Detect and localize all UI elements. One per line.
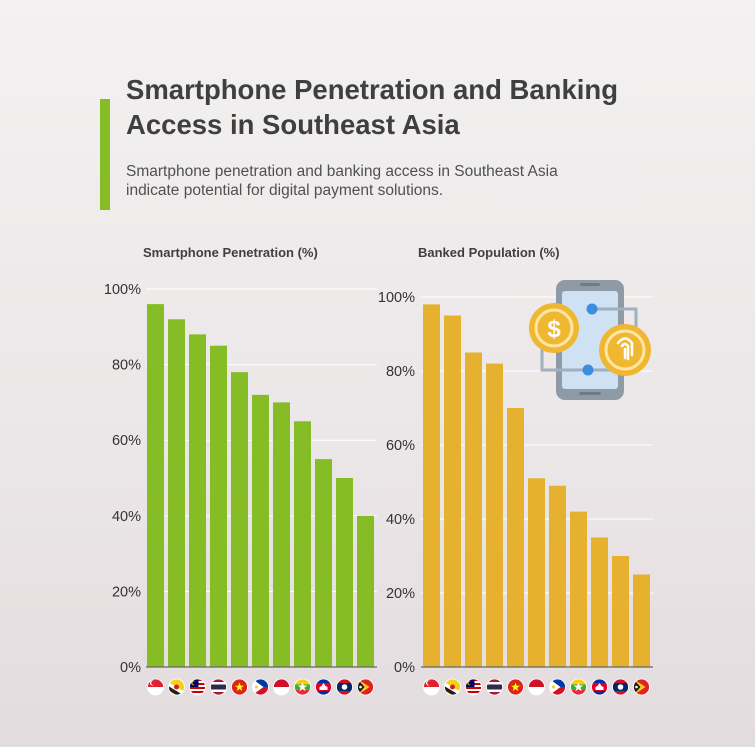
malaysia-flag-icon [465, 678, 482, 696]
vietnam-flag-icon [507, 678, 524, 696]
banked-bars [423, 304, 650, 667]
banked-chart-title: Banked Population (%) [418, 245, 560, 260]
page-title: Smartphone Penetration and Banking Acces… [126, 74, 619, 140]
timor-leste-flag-icon [357, 678, 374, 696]
smartphone-chart-title: Smartphone Penetration (%) [143, 245, 318, 260]
smartphone-y-tick-label: 0% [120, 660, 141, 676]
banked-x-tick-flags [423, 678, 650, 696]
singapore-flag-icon [423, 678, 440, 696]
smartphone-bar [189, 334, 206, 667]
banked-bar [591, 537, 608, 667]
page-subtitle: Smartphone penetration and banking acces… [126, 163, 558, 199]
philippines-flag-icon [252, 678, 269, 696]
banked-y-tick-label: 60% [386, 438, 415, 454]
indonesia-flag-icon [273, 678, 290, 696]
smartphone-bar [231, 372, 248, 667]
mobile-payment-phone-icon: $ [529, 280, 651, 400]
banked-bar [528, 478, 545, 667]
banked-bar [465, 352, 482, 667]
smartphone-penetration-chart: Smartphone Penetration (%) 0% 20% 40% 60% 80… [104, 245, 377, 696]
timor-leste-flag-icon [633, 678, 650, 696]
banked-bar [507, 408, 524, 667]
cambodia-flag-icon [315, 678, 332, 696]
cambodia-flag-icon [591, 678, 608, 696]
smartphone-bar [210, 345, 227, 667]
vietnam-flag-icon [231, 678, 248, 696]
malaysia-flag-icon [189, 678, 206, 696]
smartphone-bar [315, 459, 332, 667]
banked-bar [444, 315, 461, 667]
banked-bar [549, 485, 566, 667]
singapore-flag-icon [147, 678, 164, 696]
smartphone-bar [168, 319, 185, 667]
smartphone-y-tick-label: 80% [112, 358, 141, 374]
banked-bar [423, 304, 440, 667]
indonesia-flag-icon [528, 678, 545, 696]
banked-y-tick-label: 20% [386, 586, 415, 602]
myanmar-flag-icon [294, 678, 311, 696]
banked-bar [570, 511, 587, 667]
accent-bar [100, 99, 110, 210]
banked-bar [612, 556, 629, 667]
myanmar-flag-icon [570, 678, 587, 696]
banked-y-tick-label: 80% [386, 364, 415, 380]
smartphone-bar [336, 478, 353, 667]
smartphone-bar [294, 421, 311, 667]
banked-bar [486, 363, 503, 667]
brunei-flag-icon [444, 678, 461, 696]
philippines-flag-icon [549, 678, 566, 696]
smartphone-x-tick-flags [147, 678, 374, 696]
banked-y-tick-label: 40% [386, 512, 415, 528]
thailand-flag-icon [486, 678, 503, 696]
smartphone-y-tick-label: 60% [112, 433, 141, 449]
thailand-flag-icon [210, 678, 227, 696]
banked-y-tick-label: 0% [394, 660, 415, 676]
smartphone-bar [147, 304, 164, 667]
banked-bar [633, 574, 650, 667]
smartphone-y-tick-label: 100% [104, 282, 141, 298]
svg-text:$: $ [547, 316, 561, 343]
smartphone-bar [252, 394, 269, 667]
brunei-flag-icon [168, 678, 185, 696]
smartphone-bar [273, 402, 290, 667]
banked-population-chart: Banked Population (%) 0% 20% 40% 60% 80% 100% [378, 245, 653, 696]
smartphone-bars [147, 304, 374, 667]
laos-flag-icon [612, 678, 629, 696]
smartphone-y-tick-label: 40% [112, 509, 141, 525]
smartphone-y-tick-label: 20% [112, 584, 141, 600]
laos-flag-icon [336, 678, 353, 696]
smartphone-bar [357, 515, 374, 667]
banked-y-tick-label: 100% [378, 290, 415, 306]
